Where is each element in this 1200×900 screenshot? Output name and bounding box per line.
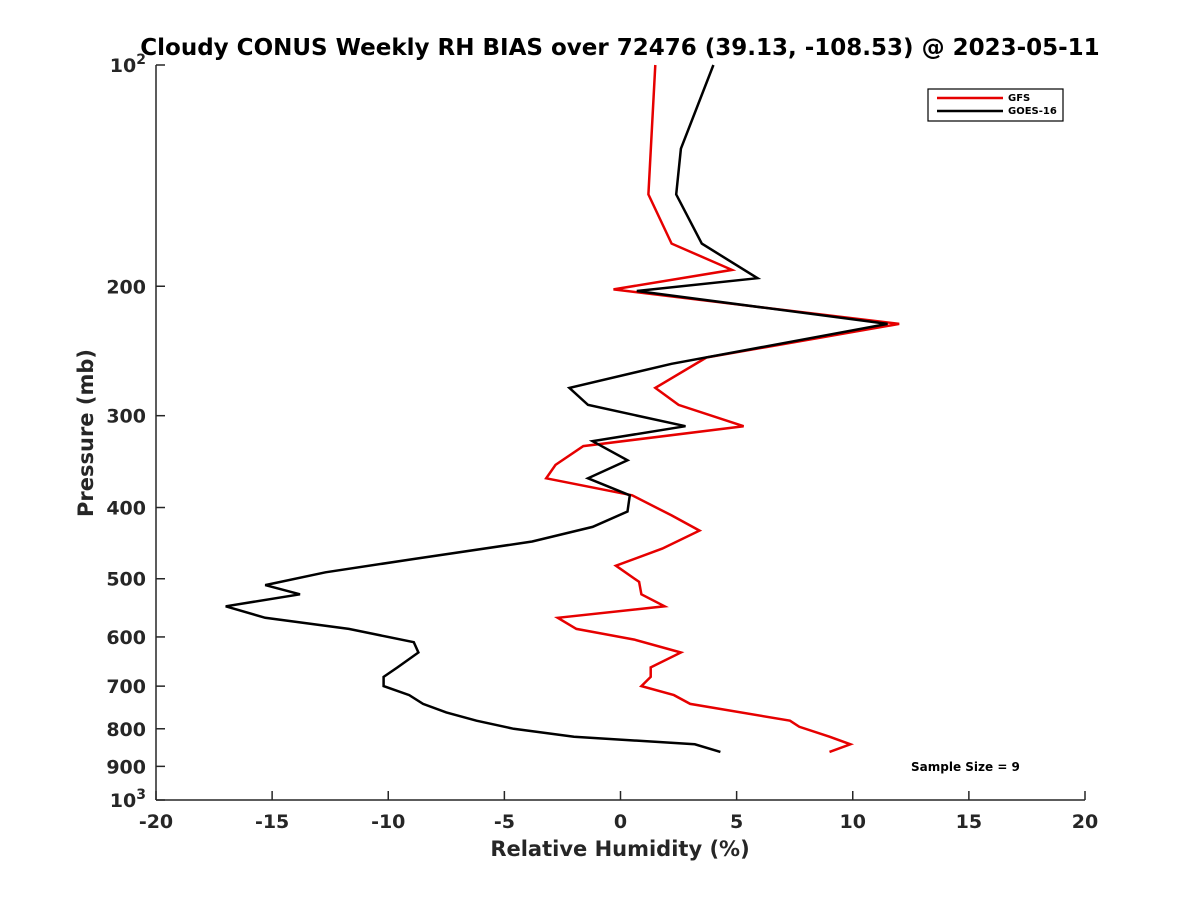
sample-size-annotation: Sample Size = 9 bbox=[911, 760, 1020, 774]
y-tick-label: 900 bbox=[106, 756, 146, 778]
x-tick-label: -20 bbox=[139, 811, 173, 833]
series-layer bbox=[225, 64, 900, 754]
legend-label-gfs: GFS bbox=[1008, 93, 1030, 104]
x-tick-label: -10 bbox=[371, 811, 405, 833]
legend-box bbox=[927, 88, 1064, 122]
y-tick-label: 103 bbox=[110, 787, 146, 812]
y-tick-label: 800 bbox=[106, 719, 146, 741]
x-tick-label: 10 bbox=[840, 811, 866, 833]
y-tick-label: 600 bbox=[106, 627, 146, 649]
y-tick-label: 500 bbox=[106, 569, 146, 591]
y-axis-ticks: 102 200 300 400 500 600 700 800 900 103 bbox=[106, 52, 165, 812]
y-tick-label: 700 bbox=[106, 676, 146, 698]
x-tick-label: 20 bbox=[1072, 811, 1098, 833]
x-axis-label: Relative Humidity (%) bbox=[490, 837, 749, 861]
legend-label-goes16: GOES-16 bbox=[1008, 106, 1057, 117]
x-axis-ticks: -20 -15 -10 -5 0 5 10 15 20 bbox=[139, 791, 1098, 833]
x-tick-label: 5 bbox=[730, 811, 743, 833]
x-tick-label: 15 bbox=[956, 811, 982, 833]
y-tick-label: 400 bbox=[106, 498, 146, 520]
chart-title: Cloudy CONUS Weekly RH BIAS over 72476 (… bbox=[140, 35, 1099, 61]
series-line-1 bbox=[225, 64, 888, 754]
legend: GFS GOES-16 bbox=[927, 88, 1064, 122]
y-tick-label: 102 bbox=[110, 52, 146, 77]
x-tick-label: -15 bbox=[255, 811, 289, 833]
plot-area: -20 -15 -10 -5 0 5 10 15 20 102 200 300 400 500 600 70… bbox=[106, 52, 1098, 833]
y-axis-label: Pressure (mb) bbox=[74, 349, 98, 517]
y-tick-label: 300 bbox=[106, 406, 146, 428]
x-tick-label: -5 bbox=[494, 811, 515, 833]
y-tick-label: 200 bbox=[106, 276, 146, 298]
x-tick-label: 0 bbox=[614, 811, 627, 833]
